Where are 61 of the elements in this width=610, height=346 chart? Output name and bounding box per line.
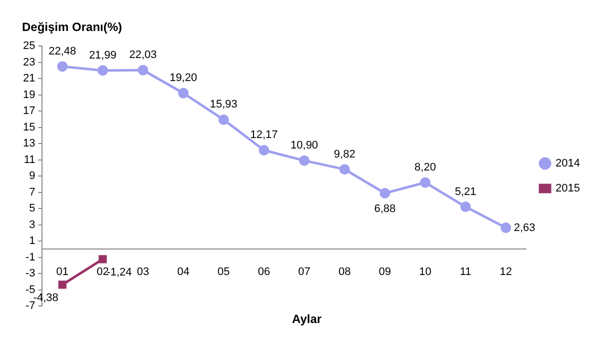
- y-tick-label: 13: [22, 138, 36, 150]
- y-tick-label: -7: [25, 300, 36, 312]
- data-label: 2,63: [514, 222, 536, 234]
- data-label: 10,90: [290, 140, 318, 152]
- point: [258, 144, 270, 156]
- data-label: 22,48: [48, 45, 76, 58]
- point: [57, 61, 68, 72]
- y-axis-title: Değişim Oranı(%): [22, 20, 122, 34]
- data-label: 5,21: [454, 186, 476, 198]
- y-tick-label: 9: [29, 170, 36, 182]
- data-label: 9,82: [334, 148, 356, 160]
- x-tick-label: 02: [96, 266, 109, 278]
- y-tick-label: 15: [22, 121, 36, 134]
- legend-label: 2015: [556, 182, 580, 195]
- point: [58, 280, 66, 289]
- x-tick-label: 10: [419, 266, 432, 278]
- point: [98, 255, 107, 264]
- y-tick-label: 3: [29, 218, 36, 231]
- x-axis-title: Aylar: [292, 312, 322, 326]
- y-tick-label: 21: [22, 72, 36, 85]
- x-tick-label: 05: [218, 266, 230, 278]
- x-tick-label: 03: [136, 266, 150, 278]
- x-tick-label: 01: [56, 266, 69, 278]
- y-tick-label: -1: [25, 251, 36, 264]
- data-label: -4,38: [33, 292, 58, 304]
- x-tick-label: 04: [177, 266, 190, 278]
- point: [138, 64, 148, 76]
- x-tick-label: 09: [378, 266, 392, 278]
- point: [299, 155, 310, 166]
- data-label: 15,93: [210, 98, 238, 111]
- point: [339, 164, 350, 175]
- point: [460, 202, 471, 212]
- data-label: 12,17: [250, 129, 278, 142]
- y-tick-label: 1: [29, 235, 36, 248]
- x-tick-label: 11: [460, 266, 472, 278]
- point: [380, 188, 390, 198]
- x-tick-label: 06: [258, 266, 270, 278]
- y-tick-label: -5: [25, 284, 36, 296]
- legend-label: 2014: [556, 158, 580, 170]
- y-tick-label: 7: [29, 186, 36, 198]
- data-label: -1,24: [106, 266, 132, 279]
- data-label: 19,20: [170, 72, 198, 84]
- point: [500, 222, 512, 234]
- data-label: 6,88: [374, 202, 396, 215]
- y-tick-label: 19: [22, 88, 36, 101]
- point: [178, 88, 189, 98]
- x-tick-label: 07: [298, 266, 310, 278]
- y-tick-label: 11: [24, 154, 36, 166]
- x-tick-label: 08: [338, 266, 351, 278]
- y-tick-label: 17: [22, 105, 36, 118]
- y-tick-label: 5: [29, 202, 36, 215]
- point: [97, 65, 108, 76]
- y-tick-label: -3: [25, 268, 36, 280]
- data-label: 8,20: [414, 162, 436, 174]
- x-tick-label: 12: [500, 266, 512, 278]
- point: [420, 177, 430, 188]
- y-tick-label: 23: [22, 56, 36, 68]
- point: [218, 114, 229, 125]
- data-label: 21,99: [88, 49, 116, 62]
- data-label: 22,03: [129, 49, 157, 62]
- y-tick-label: 25: [22, 40, 36, 52]
